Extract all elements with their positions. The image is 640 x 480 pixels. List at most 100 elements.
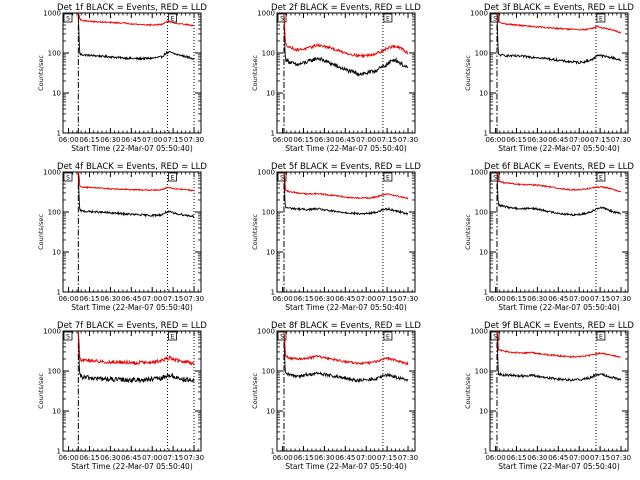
x-tick-label: 06:45 — [548, 295, 568, 303]
start-flag: S — [277, 13, 287, 23]
x-tick-label: 06:15 — [79, 136, 99, 144]
x-tick-label: 07:30 — [611, 454, 631, 462]
x-tick-label: 07:00 — [356, 295, 376, 303]
panel-title: Det 1f BLACK = Events, RED = LLD — [57, 3, 207, 13]
y-tick-label: 1 — [484, 448, 488, 456]
y-tick-label: 10 — [479, 90, 488, 98]
y-tick-label: 10 — [52, 90, 61, 98]
y-tick-label: 1000 — [257, 10, 275, 18]
events-series-line — [283, 330, 409, 383]
x-tick-label: 07:00 — [356, 454, 376, 462]
x-tick-label: 06:00 — [272, 295, 292, 303]
lld-series-line — [77, 171, 195, 192]
x-tick-label: 06:45 — [121, 454, 141, 462]
events-series-line — [283, 171, 409, 216]
svg-text:S: S — [493, 175, 497, 182]
panel-title: Det 7f BLACK = Events, RED = LLD — [57, 321, 207, 331]
x-tick-label: 07:30 — [184, 295, 204, 303]
axes-frame — [276, 12, 416, 134]
axes-frame — [276, 171, 416, 293]
y-tick-label: 1000 — [43, 10, 61, 18]
y-axis-label: Counts/sec — [251, 214, 259, 250]
axes-frame — [62, 171, 202, 293]
svg-text:S: S — [66, 175, 70, 182]
y-tick-label: 1 — [57, 130, 61, 138]
y-axis-label: Counts/sec — [464, 373, 472, 409]
axes-frame — [489, 330, 629, 452]
x-tick-label: 06:30 — [527, 136, 547, 144]
x-tick-label: 06:15 — [79, 454, 99, 462]
x-tick-label: 07:15 — [377, 136, 397, 144]
lld-series-line — [283, 171, 409, 200]
start-flag: S — [63, 172, 73, 182]
lld-series-line — [77, 12, 194, 27]
x-tick-label: 06:00 — [58, 136, 78, 144]
x-tick-label: 06:15 — [293, 454, 313, 462]
end-flag: E — [596, 172, 606, 182]
y-tick-label: 10 — [479, 249, 488, 257]
x-tick-label: 06:15 — [293, 136, 313, 144]
end-flag: E — [383, 331, 393, 341]
x-tick-label: 06:45 — [548, 136, 568, 144]
lld-series-line — [77, 330, 195, 366]
x-axis-label: Start Time (22-Mar-07 05:50:40) — [285, 462, 407, 471]
x-tick-label: 07:30 — [611, 295, 631, 303]
axes-frame — [276, 330, 416, 452]
x-tick-label: 07:15 — [590, 136, 610, 144]
x-axis-label: Start Time (22-Mar-07 05:50:40) — [71, 462, 193, 471]
lld-series-line — [496, 330, 622, 359]
panel-title: Det 9f BLACK = Events, RED = LLD — [484, 321, 634, 331]
y-tick-label: 1 — [484, 289, 488, 297]
y-axis-label: Counts/sec — [37, 214, 45, 250]
x-axis-label: Start Time (22-Mar-07 05:50:40) — [71, 303, 193, 312]
x-axis-label: Start Time (22-Mar-07 05:50:40) — [498, 144, 620, 153]
y-tick-label: 1 — [271, 130, 275, 138]
lld-series-line — [283, 12, 409, 59]
x-tick-label: 07:00 — [569, 295, 589, 303]
x-tick-label: 06:45 — [335, 295, 355, 303]
panel-title: Det 3f BLACK = Events, RED = LLD — [484, 3, 634, 13]
y-tick-label: 100 — [262, 209, 275, 217]
x-tick-label: 06:45 — [121, 295, 141, 303]
axes-frame — [62, 330, 202, 452]
y-tick-label: 100 — [475, 209, 488, 217]
x-tick-label: 06:30 — [527, 454, 547, 462]
panel-det-8: Det 8f BLACK = Events, RED = LLD 1 10 100 10… — [251, 321, 421, 471]
x-tick-label: 06:00 — [272, 454, 292, 462]
y-tick-label: 10 — [52, 249, 61, 257]
y-tick-label: 100 — [475, 50, 488, 58]
start-flag: S — [63, 13, 73, 23]
x-tick-label: 06:15 — [506, 136, 526, 144]
y-tick-label: 1 — [271, 448, 275, 456]
end-flag: E — [383, 172, 393, 182]
panel-det-5: Det 5f BLACK = Events, RED = LLD 1 10 100 10… — [251, 162, 421, 312]
svg-text:S: S — [493, 16, 497, 23]
end-flag: E — [596, 331, 606, 341]
y-tick-label: 10 — [266, 90, 275, 98]
svg-text:E: E — [386, 334, 390, 341]
x-tick-label: 06:15 — [293, 295, 313, 303]
events-series-line — [496, 12, 622, 65]
panel-title: Det 4f BLACK = Events, RED = LLD — [57, 162, 207, 172]
x-axis-label: Start Time (22-Mar-07 05:50:40) — [71, 144, 193, 153]
y-axis-label: Counts/sec — [37, 373, 45, 409]
events-series-line — [77, 12, 195, 61]
y-tick-label: 100 — [48, 209, 61, 217]
y-tick-label: 1 — [271, 289, 275, 297]
x-tick-label: 07:00 — [356, 136, 376, 144]
y-tick-label: 100 — [48, 50, 61, 58]
svg-text:E: E — [599, 175, 603, 182]
x-tick-label: 06:45 — [121, 136, 141, 144]
end-flag: E — [383, 13, 393, 23]
panel-det-3: Det 3f BLACK = Events, RED = LLD 1 10 100 10… — [464, 3, 634, 153]
x-axis-label: Start Time (22-Mar-07 05:50:40) — [498, 462, 620, 471]
x-tick-label: 06:30 — [100, 454, 120, 462]
x-tick-label: 06:00 — [272, 136, 292, 144]
x-tick-label: 07:15 — [163, 295, 183, 303]
y-axis-label: Counts/sec — [251, 55, 259, 91]
events-series-line — [77, 330, 195, 384]
x-tick-label: 06:00 — [58, 454, 78, 462]
y-tick-label: 10 — [52, 408, 61, 416]
y-tick-label: 1000 — [470, 328, 488, 336]
